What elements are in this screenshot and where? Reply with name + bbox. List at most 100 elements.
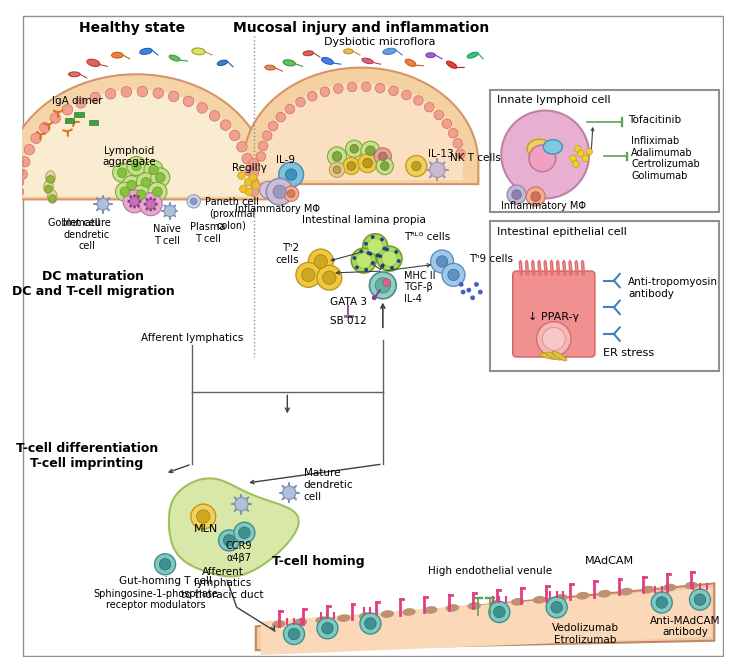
Circle shape <box>371 235 375 239</box>
Circle shape <box>376 157 393 175</box>
Circle shape <box>307 91 317 101</box>
Circle shape <box>14 177 24 187</box>
Text: Tᴿᴸᴳ cells: Tᴿᴸᴳ cells <box>404 232 450 242</box>
Text: Inflammatory MΦ: Inflammatory MΦ <box>235 204 320 214</box>
Circle shape <box>133 194 136 197</box>
Circle shape <box>190 198 197 205</box>
Circle shape <box>582 155 589 162</box>
Circle shape <box>296 263 320 288</box>
Circle shape <box>430 162 445 177</box>
Text: MHC II
TGF-β
IL-4: MHC II TGF-β IL-4 <box>404 271 435 304</box>
Circle shape <box>364 242 368 246</box>
Ellipse shape <box>402 608 416 616</box>
Circle shape <box>368 239 383 254</box>
Circle shape <box>329 162 345 177</box>
Circle shape <box>14 159 24 168</box>
Ellipse shape <box>218 60 228 65</box>
Circle shape <box>148 182 167 202</box>
Circle shape <box>320 87 330 97</box>
Circle shape <box>49 195 56 202</box>
Circle shape <box>257 152 266 161</box>
Polygon shape <box>256 583 714 650</box>
Text: MAdCAM: MAdCAM <box>584 556 634 566</box>
Polygon shape <box>243 68 478 184</box>
Circle shape <box>268 121 278 131</box>
Circle shape <box>249 168 259 177</box>
Circle shape <box>343 157 360 175</box>
Circle shape <box>363 159 373 168</box>
Circle shape <box>363 234 387 259</box>
Circle shape <box>151 168 170 187</box>
Circle shape <box>365 618 376 629</box>
Text: T-cell homing: T-cell homing <box>271 555 365 568</box>
Circle shape <box>379 152 387 161</box>
Text: MLN: MLN <box>194 524 218 534</box>
Text: NK T cells: NK T cells <box>450 153 501 163</box>
Circle shape <box>262 131 272 140</box>
Circle shape <box>348 82 357 92</box>
Ellipse shape <box>554 594 567 601</box>
Circle shape <box>362 82 371 91</box>
Text: Inflammatory MΦ: Inflammatory MΦ <box>501 201 587 211</box>
Circle shape <box>19 157 30 167</box>
Circle shape <box>401 90 411 100</box>
Circle shape <box>273 185 287 198</box>
Ellipse shape <box>283 60 295 66</box>
Circle shape <box>143 203 146 206</box>
Circle shape <box>546 597 567 618</box>
Circle shape <box>529 145 556 172</box>
Text: Healthy state: Healthy state <box>79 22 184 36</box>
Ellipse shape <box>140 48 152 54</box>
Circle shape <box>127 180 137 190</box>
Circle shape <box>153 187 162 196</box>
Text: Lymphoid
aggregate: Lymphoid aggregate <box>102 146 156 167</box>
Circle shape <box>361 141 380 160</box>
Ellipse shape <box>381 610 394 618</box>
Circle shape <box>137 190 146 200</box>
Circle shape <box>244 178 252 186</box>
Circle shape <box>146 198 148 201</box>
Text: Goblet cell: Goblet cell <box>49 218 101 228</box>
Circle shape <box>105 89 116 99</box>
Text: Tofacitinib: Tofacitinib <box>628 115 681 125</box>
Circle shape <box>149 197 152 200</box>
Circle shape <box>551 601 562 613</box>
Bar <box>89 120 98 125</box>
Circle shape <box>389 86 398 95</box>
Circle shape <box>132 161 141 171</box>
Circle shape <box>187 195 201 208</box>
Circle shape <box>153 198 156 201</box>
Circle shape <box>370 272 396 299</box>
Text: Anti-tropomyosin
antibody: Anti-tropomyosin antibody <box>628 278 718 299</box>
Bar <box>490 89 719 212</box>
Ellipse shape <box>546 352 562 360</box>
Circle shape <box>494 606 505 618</box>
Circle shape <box>239 527 250 538</box>
Circle shape <box>288 628 300 640</box>
Circle shape <box>531 192 540 202</box>
Circle shape <box>501 111 589 198</box>
Circle shape <box>437 256 448 267</box>
Circle shape <box>368 252 373 256</box>
Circle shape <box>448 269 459 281</box>
Circle shape <box>129 196 139 206</box>
Circle shape <box>382 251 397 266</box>
Circle shape <box>237 172 245 179</box>
Ellipse shape <box>362 58 373 64</box>
Text: CCR9
α4β7: CCR9 α4β7 <box>226 541 252 562</box>
Circle shape <box>252 181 259 189</box>
Circle shape <box>442 263 465 286</box>
Circle shape <box>129 205 132 208</box>
Circle shape <box>537 322 571 356</box>
Circle shape <box>121 87 132 97</box>
Circle shape <box>381 263 384 267</box>
Ellipse shape <box>685 582 698 589</box>
Text: Paneth cell
(proximal
colon): Paneth cell (proximal colon) <box>205 197 259 230</box>
Circle shape <box>656 597 667 608</box>
Circle shape <box>122 175 141 195</box>
Polygon shape <box>20 89 253 196</box>
Circle shape <box>155 203 158 206</box>
Text: IL-13: IL-13 <box>428 149 453 159</box>
Ellipse shape <box>344 49 354 54</box>
Text: Intestinal epithelial cell: Intestinal epithelial cell <box>498 227 628 237</box>
